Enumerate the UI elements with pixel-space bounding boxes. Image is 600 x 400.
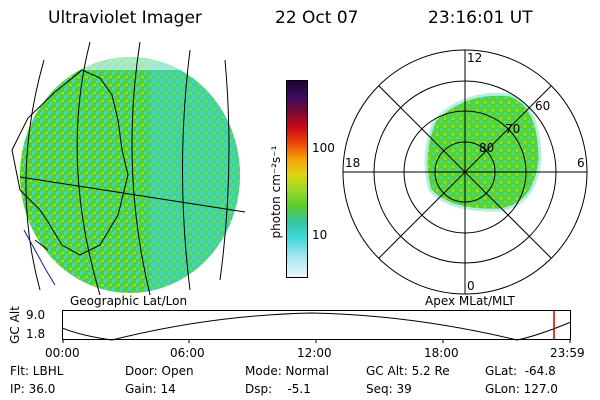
mlt-label-0: 0 — [467, 279, 475, 293]
timeline-ytick-max: 9.0 — [26, 308, 46, 322]
geographic-image-panel — [11, 41, 246, 295]
right-panel-caption: Apex MLat/MLT — [425, 294, 515, 308]
status-seq: Seq: 39 — [366, 382, 412, 396]
status-gc-alt: GC Alt: 5.2 Re — [366, 364, 450, 378]
timeline-xtick-2: 12:00 — [297, 346, 332, 360]
lat-label-70: 70 — [505, 122, 520, 136]
polar-plot: 12 18 6 0 60 70 80 — [342, 49, 588, 295]
date-label: 22 Oct 07 — [275, 8, 359, 28]
status-door: Door: Open — [125, 364, 194, 378]
status-glon: GLon: 127.0 — [485, 382, 558, 396]
timeline-xtick-0: 00:00 — [45, 346, 80, 360]
colorbar-tick-10: 10 — [312, 228, 328, 242]
status-dsp: Dsp: -5.1 — [245, 382, 311, 396]
lat-label-80: 80 — [479, 141, 494, 155]
time-label: 23:16:01 UT — [428, 8, 533, 28]
status-gain: Gain: 14 — [125, 382, 176, 396]
timeline-xtick-3: 18:00 — [424, 346, 459, 360]
status-glat: GLat: -64.8 — [485, 364, 556, 378]
mlt-label-18: 18 — [345, 156, 360, 170]
lat-label-60: 60 — [535, 99, 550, 113]
status-ip: IP: 36.0 — [10, 382, 56, 396]
app-title: Ultraviolet Imager — [48, 8, 202, 28]
colorbar — [286, 80, 308, 278]
colorbar-tick-100: 100 — [312, 141, 335, 155]
mlt-label-12: 12 — [467, 51, 482, 65]
left-panel-caption: Geographic Lat/Lon — [70, 294, 188, 308]
timeline-plot — [62, 310, 572, 343]
timeline-xtick-4: 23:59 — [550, 346, 585, 360]
colorbar-label: photon cm⁻²s⁻¹ — [269, 145, 283, 239]
mlt-label-6: 6 — [577, 156, 585, 170]
timeline-xtick-1: 06:00 — [170, 346, 205, 360]
status-filter: Flt: LBHL — [10, 364, 64, 378]
timeline-ylabel: GC Alt — [7, 306, 22, 344]
timeline-ytick-min: 1.8 — [26, 327, 46, 341]
status-mode: Mode: Normal — [245, 364, 329, 378]
